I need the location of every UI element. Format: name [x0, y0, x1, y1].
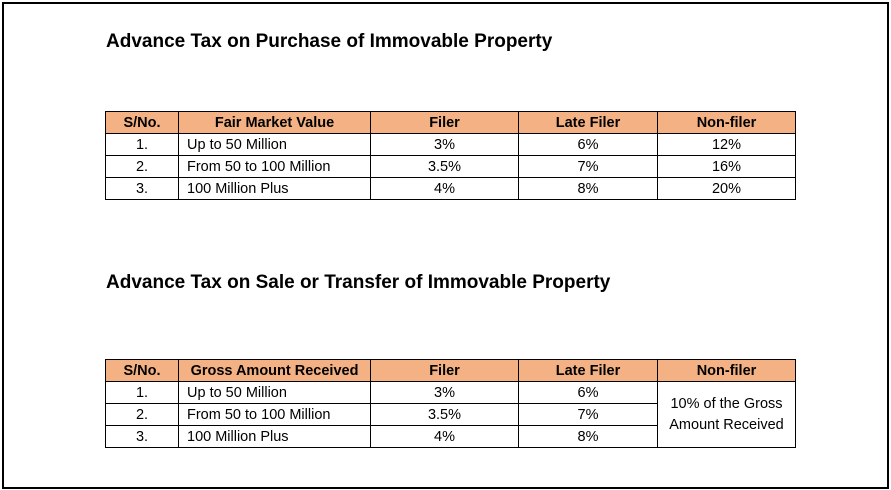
- table-header-row: S/No. Gross Amount Received Filer Late F…: [105, 359, 796, 382]
- purchase-title: Advance Tax on Purchase of Immovable Pro…: [106, 31, 553, 52]
- cell: 1.: [105, 381, 179, 404]
- cell: 12%: [657, 133, 796, 156]
- cell: 7%: [518, 155, 658, 178]
- cell: 3.5%: [370, 155, 519, 178]
- header-non-filer: Non-filer: [657, 111, 796, 134]
- header-late-filer: Late Filer: [518, 111, 658, 134]
- purchase-table: S/No. Fair Market Value Filer Late Filer…: [105, 111, 796, 200]
- header-sno: S/No.: [105, 111, 179, 134]
- table-row: 3. 100 Million Plus 4% 8%: [105, 425, 796, 448]
- sale-table: S/No. Gross Amount Received Filer Late F…: [105, 359, 796, 448]
- cell: From 50 to 100 Million: [178, 155, 371, 178]
- cell: 4%: [370, 425, 519, 448]
- header-non-filer: Non-filer: [657, 359, 796, 382]
- table-row: 3. 100 Million Plus 4% 8% 20%: [105, 177, 796, 200]
- cell: 3%: [370, 133, 519, 156]
- table-row: 2. From 50 to 100 Million 3.5% 7%: [105, 403, 796, 426]
- cell: Up to 50 Million: [178, 133, 371, 156]
- header-sno: S/No.: [105, 359, 179, 382]
- sale-title: Advance Tax on Sale or Transfer of Immov…: [106, 272, 611, 293]
- cell: 16%: [657, 155, 796, 178]
- cell: 7%: [518, 403, 658, 426]
- non-filer-merged-cell: 10% of the Gross Amount Received: [657, 381, 796, 448]
- cell: 3.: [105, 425, 179, 448]
- table-row: 2. From 50 to 100 Million 3.5% 7% 16%: [105, 155, 796, 178]
- header-filer: Filer: [370, 111, 519, 134]
- cell: 100 Million Plus: [178, 425, 371, 448]
- cell: 6%: [518, 381, 658, 404]
- cell: 3.5%: [370, 403, 519, 426]
- cell: 3%: [370, 381, 519, 404]
- cell: 1.: [105, 133, 179, 156]
- cell: From 50 to 100 Million: [178, 403, 371, 426]
- cell: 8%: [518, 177, 658, 200]
- cell: 2.: [105, 403, 179, 426]
- cell: 20%: [657, 177, 796, 200]
- table-row: 1. Up to 50 Million 3% 6% 10% of the Gro…: [105, 381, 796, 448]
- cell: 6%: [518, 133, 658, 156]
- cell: 8%: [518, 425, 658, 448]
- cell: 2.: [105, 155, 179, 178]
- cell: 4%: [370, 177, 519, 200]
- table-header-row: S/No. Fair Market Value Filer Late Filer…: [105, 111, 796, 134]
- table-row: 1. Up to 50 Million 3% 6% 12%: [105, 133, 796, 156]
- cell: Up to 50 Million: [178, 381, 371, 404]
- header-late-filer: Late Filer: [518, 359, 658, 382]
- cell: 100 Million Plus: [178, 177, 371, 200]
- header-filer: Filer: [370, 359, 519, 382]
- header-amount: Gross Amount Received: [178, 359, 371, 382]
- cell: 3.: [105, 177, 179, 200]
- header-value: Fair Market Value: [178, 111, 371, 134]
